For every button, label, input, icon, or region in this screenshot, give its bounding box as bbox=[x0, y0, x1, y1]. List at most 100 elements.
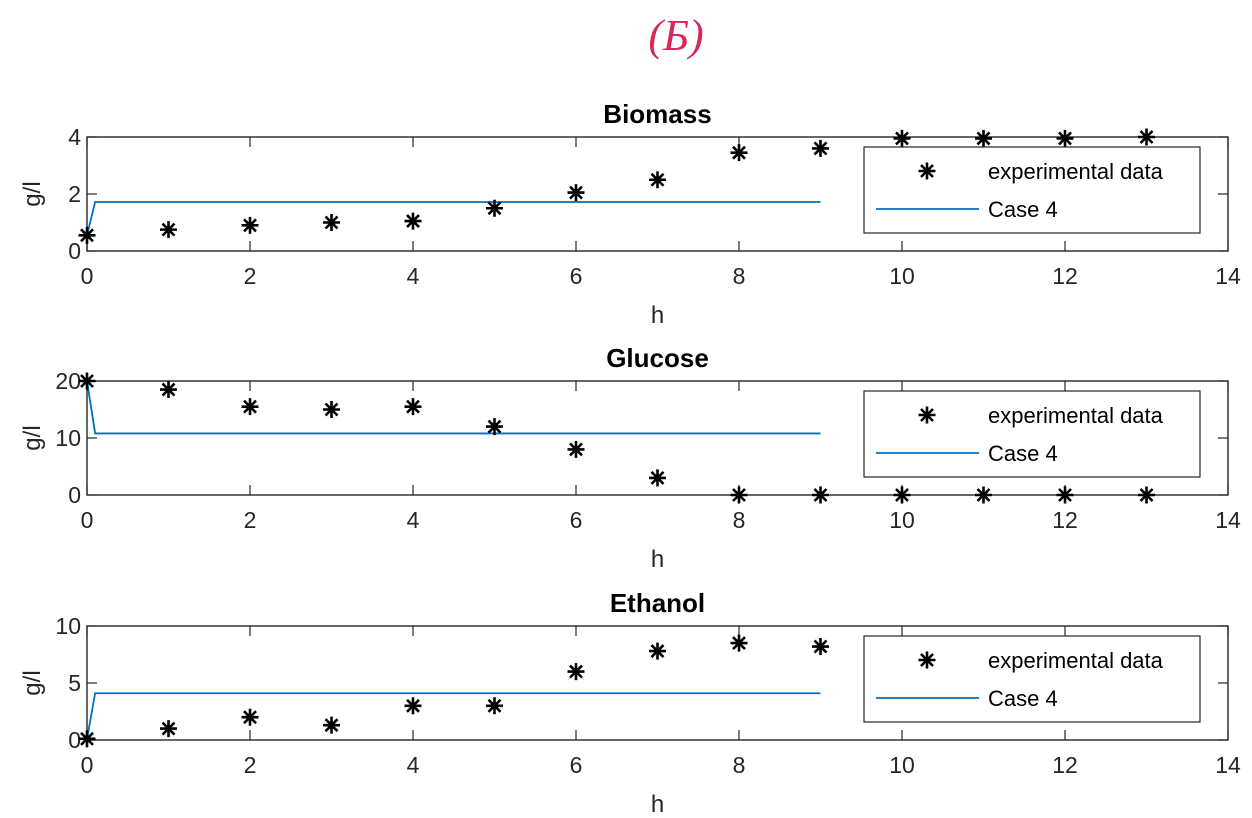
biomass-xtick-label: 14 bbox=[1215, 263, 1241, 289]
glucose-data-point bbox=[1056, 486, 1074, 504]
glucose-legend-marker-experimental bbox=[918, 406, 936, 424]
glucose-xlabel: h bbox=[651, 546, 664, 573]
ethanol-xtick-label: 14 bbox=[1215, 752, 1241, 778]
ethanol-title: Ethanol bbox=[610, 588, 705, 618]
biomass-xtick-label: 8 bbox=[733, 263, 746, 289]
biomass-legend-label-model: Case 4 bbox=[988, 197, 1058, 222]
glucose-data-point bbox=[486, 418, 503, 436]
glucose-xtick-label: 10 bbox=[889, 507, 915, 533]
glucose-data-point bbox=[241, 398, 259, 416]
ethanol-data-point bbox=[730, 634, 748, 652]
glucose-xtick-label: 0 bbox=[81, 507, 94, 533]
ethanol-xtick-label: 8 bbox=[733, 752, 746, 778]
biomass-model-line bbox=[86, 201, 821, 236]
glucose-data-point bbox=[975, 486, 992, 504]
glucose-data-point bbox=[730, 486, 748, 504]
ethanol-data-point bbox=[78, 730, 96, 748]
biomass-data-point bbox=[404, 212, 422, 230]
ethanol-ytick-label: 5 bbox=[68, 670, 81, 696]
biomass-ytick-label: 2 bbox=[68, 181, 81, 207]
ethanol-ytick-label: 0 bbox=[68, 727, 81, 753]
glucose-legend-label-experimental: experimental data bbox=[988, 403, 1164, 428]
glucose-ylabel: g/l bbox=[19, 425, 46, 450]
biomass-legend-marker-experimental bbox=[918, 162, 936, 180]
glucose-model-line bbox=[86, 380, 821, 435]
glucose-data-point bbox=[323, 401, 340, 418]
glucose-data-point bbox=[160, 381, 177, 399]
biomass-xtick-label: 2 bbox=[244, 263, 257, 289]
glucose-xtick-label: 6 bbox=[570, 507, 583, 533]
panel-glucose: Glucose 0 2 4 6 8 10 12 14 0 10 20 h g/l experimental … bbox=[19, 343, 1241, 573]
panel-ethanol: Ethanol 0 2 4 6 8 10 12 14 0 5 10 h g/l experimental d… bbox=[19, 588, 1241, 818]
biomass-data-point bbox=[78, 226, 96, 244]
glucose-xtick-label: 14 bbox=[1215, 507, 1241, 533]
glucose-xtick-label: 4 bbox=[407, 507, 420, 533]
ethanol-data-point bbox=[567, 663, 585, 681]
glucose-title: Glucose bbox=[606, 343, 709, 373]
biomass-data-point bbox=[323, 214, 340, 231]
ethanol-data-point bbox=[486, 697, 503, 715]
biomass-xlabel: h bbox=[651, 302, 664, 329]
ethanol-xtick-label: 4 bbox=[407, 752, 420, 778]
biomass-data-point bbox=[649, 171, 666, 189]
biomass-data-point bbox=[567, 184, 585, 202]
biomass-data-point bbox=[893, 129, 911, 147]
ethanol-legend: experimental data Case 4 bbox=[863, 635, 1201, 723]
glucose-data-point bbox=[567, 440, 585, 458]
biomass-data-point bbox=[486, 199, 503, 217]
biomass-data-point bbox=[1138, 128, 1155, 146]
ethanol-data-point bbox=[241, 708, 259, 726]
biomass-legend-box bbox=[863, 146, 1201, 234]
glucose-ytick-label: 20 bbox=[55, 368, 81, 394]
biomass-data-point bbox=[1056, 129, 1074, 147]
biomass-xtick-label: 10 bbox=[889, 263, 915, 289]
biomass-xtick-label: 4 bbox=[407, 263, 420, 289]
glucose-data-point bbox=[404, 398, 422, 416]
ethanol-model-line bbox=[86, 692, 821, 740]
glucose-xtick-label: 12 bbox=[1052, 507, 1078, 533]
biomass-data-point bbox=[160, 221, 177, 239]
biomass-xtick-label: 0 bbox=[81, 263, 94, 289]
biomass-legend: experimental data Case 4 bbox=[863, 146, 1201, 234]
biomass-xtick-label: 6 bbox=[570, 263, 583, 289]
glucose-legend: experimental data Case 4 bbox=[863, 390, 1201, 478]
ethanol-xtick-label: 6 bbox=[570, 752, 583, 778]
glucose-xtick-label: 2 bbox=[244, 507, 257, 533]
ethanol-data-point bbox=[323, 716, 340, 734]
glucose-legend-box bbox=[863, 390, 1201, 478]
ethanol-legend-label-model: Case 4 bbox=[988, 686, 1058, 711]
biomass-title: Biomass bbox=[603, 99, 711, 129]
ethanol-ylabel: g/l bbox=[19, 670, 46, 695]
glucose-xtick-label: 8 bbox=[733, 507, 746, 533]
ethanol-legend-label-experimental: experimental data bbox=[988, 648, 1164, 673]
panel-biomass: Biomass 0 2 4 6 8 10 12 14 0 2 4 h g/l experimental da… bbox=[19, 99, 1241, 329]
biomass-data-point bbox=[730, 144, 748, 162]
ethanol-legend-box bbox=[863, 635, 1201, 723]
ethanol-ytick-label: 10 bbox=[55, 613, 81, 639]
glucose-legend-label-model: Case 4 bbox=[988, 441, 1058, 466]
glucose-data-point bbox=[1138, 486, 1155, 504]
ethanol-xtick-label: 10 bbox=[889, 752, 915, 778]
ethanol-xtick-label: 2 bbox=[244, 752, 257, 778]
ethanol-xtick-label: 0 bbox=[81, 752, 94, 778]
ethanol-xtick-label: 12 bbox=[1052, 752, 1078, 778]
glucose-ytick-label: 0 bbox=[68, 482, 81, 508]
glucose-ytick-label: 10 bbox=[55, 425, 81, 451]
biomass-data-point bbox=[975, 129, 992, 147]
ethanol-legend-marker-experimental bbox=[918, 651, 936, 669]
glucose-data-point bbox=[649, 469, 666, 487]
figure-label: (Б) bbox=[648, 11, 703, 60]
glucose-data-point bbox=[893, 486, 911, 504]
glucose-data-point bbox=[78, 372, 96, 390]
biomass-data-point bbox=[241, 216, 259, 234]
ethanol-data-point bbox=[404, 697, 422, 715]
biomass-xtick-label: 12 bbox=[1052, 263, 1078, 289]
ethanol-data-point bbox=[649, 642, 666, 660]
ethanol-xlabel: h bbox=[651, 791, 664, 818]
ethanol-data-point bbox=[812, 638, 829, 656]
glucose-data-point bbox=[812, 486, 829, 504]
biomass-legend-label-experimental: experimental data bbox=[988, 159, 1164, 184]
ethanol-data-point bbox=[160, 720, 177, 738]
biomass-ytick-label: 0 bbox=[68, 238, 81, 264]
